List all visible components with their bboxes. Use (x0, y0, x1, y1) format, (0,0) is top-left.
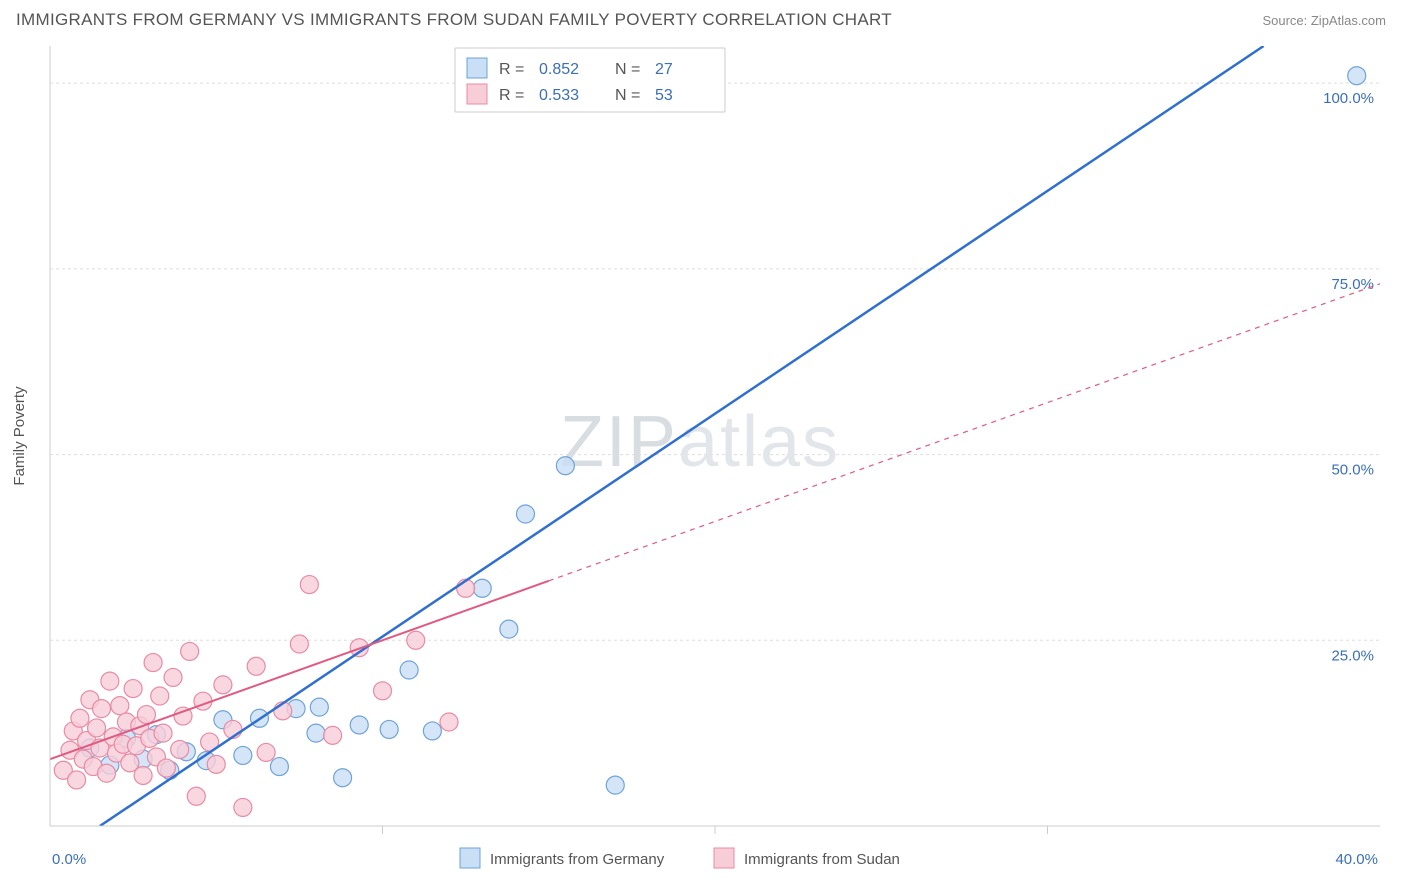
y-tick-label: 50.0% (1331, 462, 1374, 479)
point-sudan (214, 676, 232, 694)
point-sudan (93, 700, 111, 718)
legend-r-value-germany: 0.852 (539, 61, 579, 78)
source-attribution: Source: ZipAtlas.com (1262, 13, 1386, 28)
point-sudan (164, 668, 182, 686)
point-germany (423, 722, 441, 740)
legend-n-label: N = (615, 61, 640, 78)
legend-swatch-sudan (467, 84, 487, 104)
point-sudan (154, 724, 172, 742)
point-germany (473, 579, 491, 597)
point-germany (556, 457, 574, 475)
point-sudan (300, 576, 318, 594)
source-prefix: Source: (1262, 13, 1310, 28)
trendline-germany (100, 46, 1264, 826)
point-sudan (68, 771, 86, 789)
point-germany (307, 724, 325, 742)
y-tick-label: 25.0% (1331, 647, 1374, 664)
legend-stats: R = 0.852 N = 27 R = 0.533 N = 53 (455, 48, 725, 112)
point-sudan (374, 682, 392, 700)
point-germany (400, 661, 418, 679)
page-title: IMMIGRANTS FROM GERMANY VS IMMIGRANTS FR… (16, 10, 892, 30)
legend-n-value-germany: 27 (655, 61, 673, 78)
legend-n-label: N = (615, 87, 640, 104)
chart-svg: 25.0% 50.0% 75.0% 100.0% 0.0% 40.0% ZIPatlas Fa… (0, 36, 1406, 886)
point-germany (310, 698, 328, 716)
point-germany (334, 769, 352, 787)
correlation-chart: 25.0% 50.0% 75.0% 100.0% 0.0% 40.0% ZIPatlas Fa… (0, 36, 1406, 886)
point-sudan (247, 657, 265, 675)
point-sudan (101, 672, 119, 690)
point-sudan (257, 743, 275, 761)
point-sudan (324, 726, 342, 744)
point-sudan (111, 697, 129, 715)
legend-bottom-swatch-sudan (714, 848, 734, 868)
point-sudan (207, 755, 225, 773)
point-sudan (88, 719, 106, 737)
point-germany (500, 620, 518, 638)
y-axis-label: Family Poverty (11, 386, 28, 486)
watermark: ZIPatlas (560, 402, 840, 482)
y-tick-label: 75.0% (1331, 276, 1374, 293)
point-sudan (137, 706, 155, 724)
point-sudan (407, 631, 425, 649)
point-germany (606, 776, 624, 794)
legend-bottom-label-germany: Immigrants from Germany (490, 851, 665, 868)
point-sudan (157, 759, 175, 777)
legend-n-value-sudan: 53 (655, 87, 673, 104)
legend-bottom-swatch-germany (460, 848, 480, 868)
point-germany (1348, 67, 1366, 85)
legend-series: Immigrants from Germany Immigrants from S… (460, 848, 900, 868)
svg-text:ZIPatlas: ZIPatlas (560, 402, 840, 482)
point-germany (350, 716, 368, 734)
point-sudan (440, 713, 458, 731)
y-tick-label: 100.0% (1323, 90, 1374, 107)
point-sudan (144, 654, 162, 672)
point-sudan (71, 709, 89, 727)
point-sudan (134, 766, 152, 784)
point-sudan (151, 687, 169, 705)
legend-r-value-sudan: 0.533 (539, 87, 579, 104)
x-tick-label: 0.0% (52, 851, 86, 868)
point-sudan (187, 787, 205, 805)
point-germany (270, 758, 288, 776)
point-sudan (98, 764, 116, 782)
point-sudan (181, 642, 199, 660)
legend-r-label: R = (499, 61, 524, 78)
x-tick-label: 40.0% (1335, 851, 1378, 868)
point-sudan (171, 740, 189, 758)
point-germany (516, 505, 534, 523)
point-germany (234, 746, 252, 764)
point-sudan (124, 680, 142, 698)
source-link[interactable]: ZipAtlas.com (1311, 13, 1386, 28)
legend-swatch-germany (467, 58, 487, 78)
point-germany (380, 720, 398, 738)
trendline-sudan-solid (50, 581, 549, 759)
legend-r-label: R = (499, 87, 524, 104)
point-sudan (290, 635, 308, 653)
legend-bottom-label-sudan: Immigrants from Sudan (744, 851, 900, 868)
point-sudan (234, 798, 252, 816)
